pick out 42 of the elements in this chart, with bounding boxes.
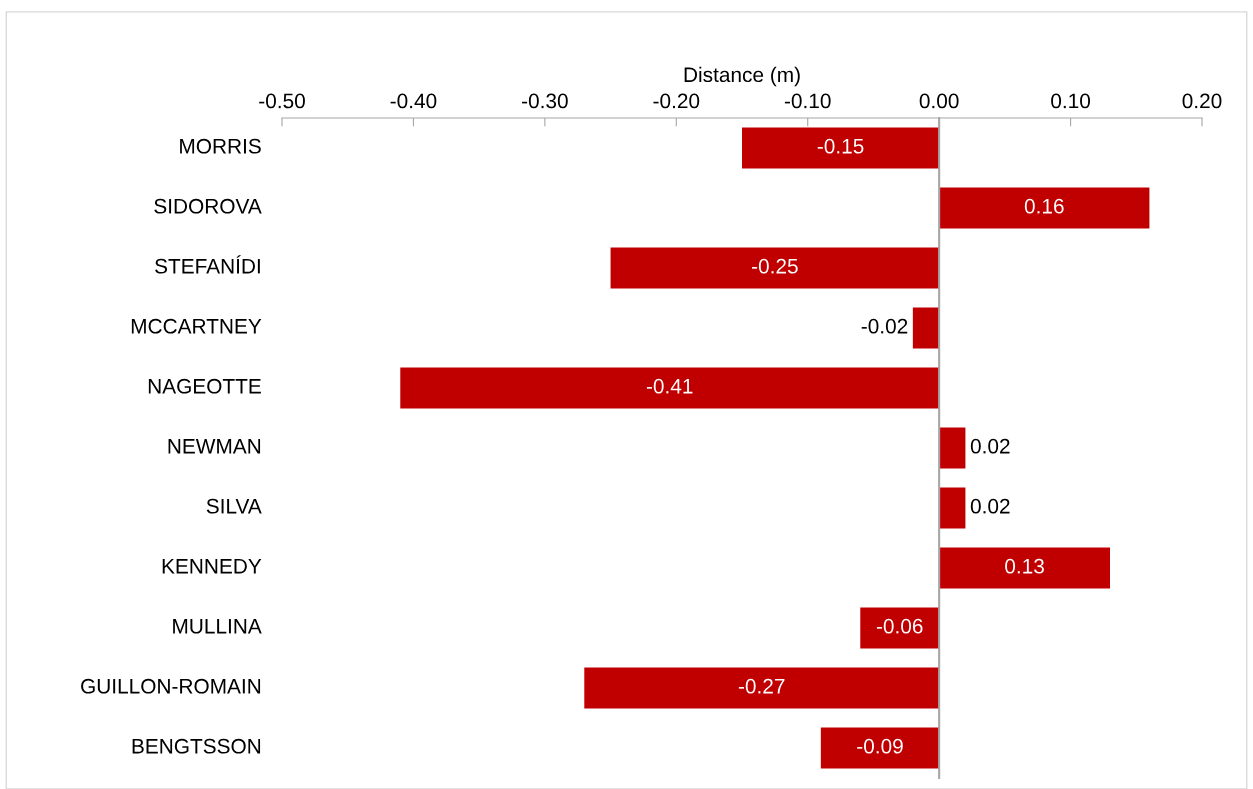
y-tick-label: MCCARTNEY	[131, 318, 262, 334]
bar	[939, 187, 1150, 229]
data-label: -0.02	[861, 318, 908, 334]
data-label: -0.06	[876, 618, 923, 634]
x-tick-label: -0.20	[653, 93, 700, 109]
data-label: -0.27	[738, 678, 785, 694]
x-tick-label: -0.10	[784, 93, 831, 109]
bar	[939, 547, 1110, 589]
data-label: -0.15	[817, 138, 864, 154]
data-label: 0.16	[1024, 198, 1064, 214]
y-tick-label: GUILLON-ROMAIN	[81, 678, 261, 694]
data-label: -0.25	[752, 258, 798, 274]
y-tick-label: MULLINA	[173, 619, 262, 634]
bar	[860, 607, 940, 649]
bar	[939, 487, 966, 529]
x-tick-label: -0.50	[259, 93, 305, 109]
data-label: -0.09	[857, 738, 903, 754]
x-tick-label: -0.40	[390, 93, 437, 109]
y-tick-label: NEWMAN	[168, 439, 261, 454]
y-tick-label: SILVA	[206, 498, 262, 514]
x-tick-label: 0.00	[919, 93, 959, 109]
y-tick-label: MORRIS	[180, 138, 261, 154]
y-tick-label: SIDOROVA	[154, 198, 262, 214]
bar	[820, 727, 940, 769]
y-tick-label: NAGEOTTE	[148, 378, 261, 394]
y-tick-label: KENNEDY	[162, 559, 262, 574]
x-tick-label: 0.10	[1051, 93, 1091, 109]
bar	[584, 667, 940, 709]
x-tick-label: 0.20	[1182, 93, 1222, 109]
data-label: 0.13	[1005, 558, 1044, 574]
y-tick-label: STEFANÍDI	[155, 255, 260, 274]
bar	[742, 127, 940, 169]
data-label: 0.02	[970, 438, 1010, 454]
data-label: 0.02	[970, 498, 1010, 514]
data-label: -0.41	[646, 378, 693, 394]
x-tick-label: -0.30	[522, 93, 568, 109]
bar	[610, 247, 940, 289]
bar	[400, 367, 940, 409]
x-axis-title: Distance (m)	[684, 66, 800, 87]
y-tick-label: BENGTSSON	[132, 738, 261, 754]
bar	[939, 427, 966, 469]
bar	[912, 307, 940, 349]
